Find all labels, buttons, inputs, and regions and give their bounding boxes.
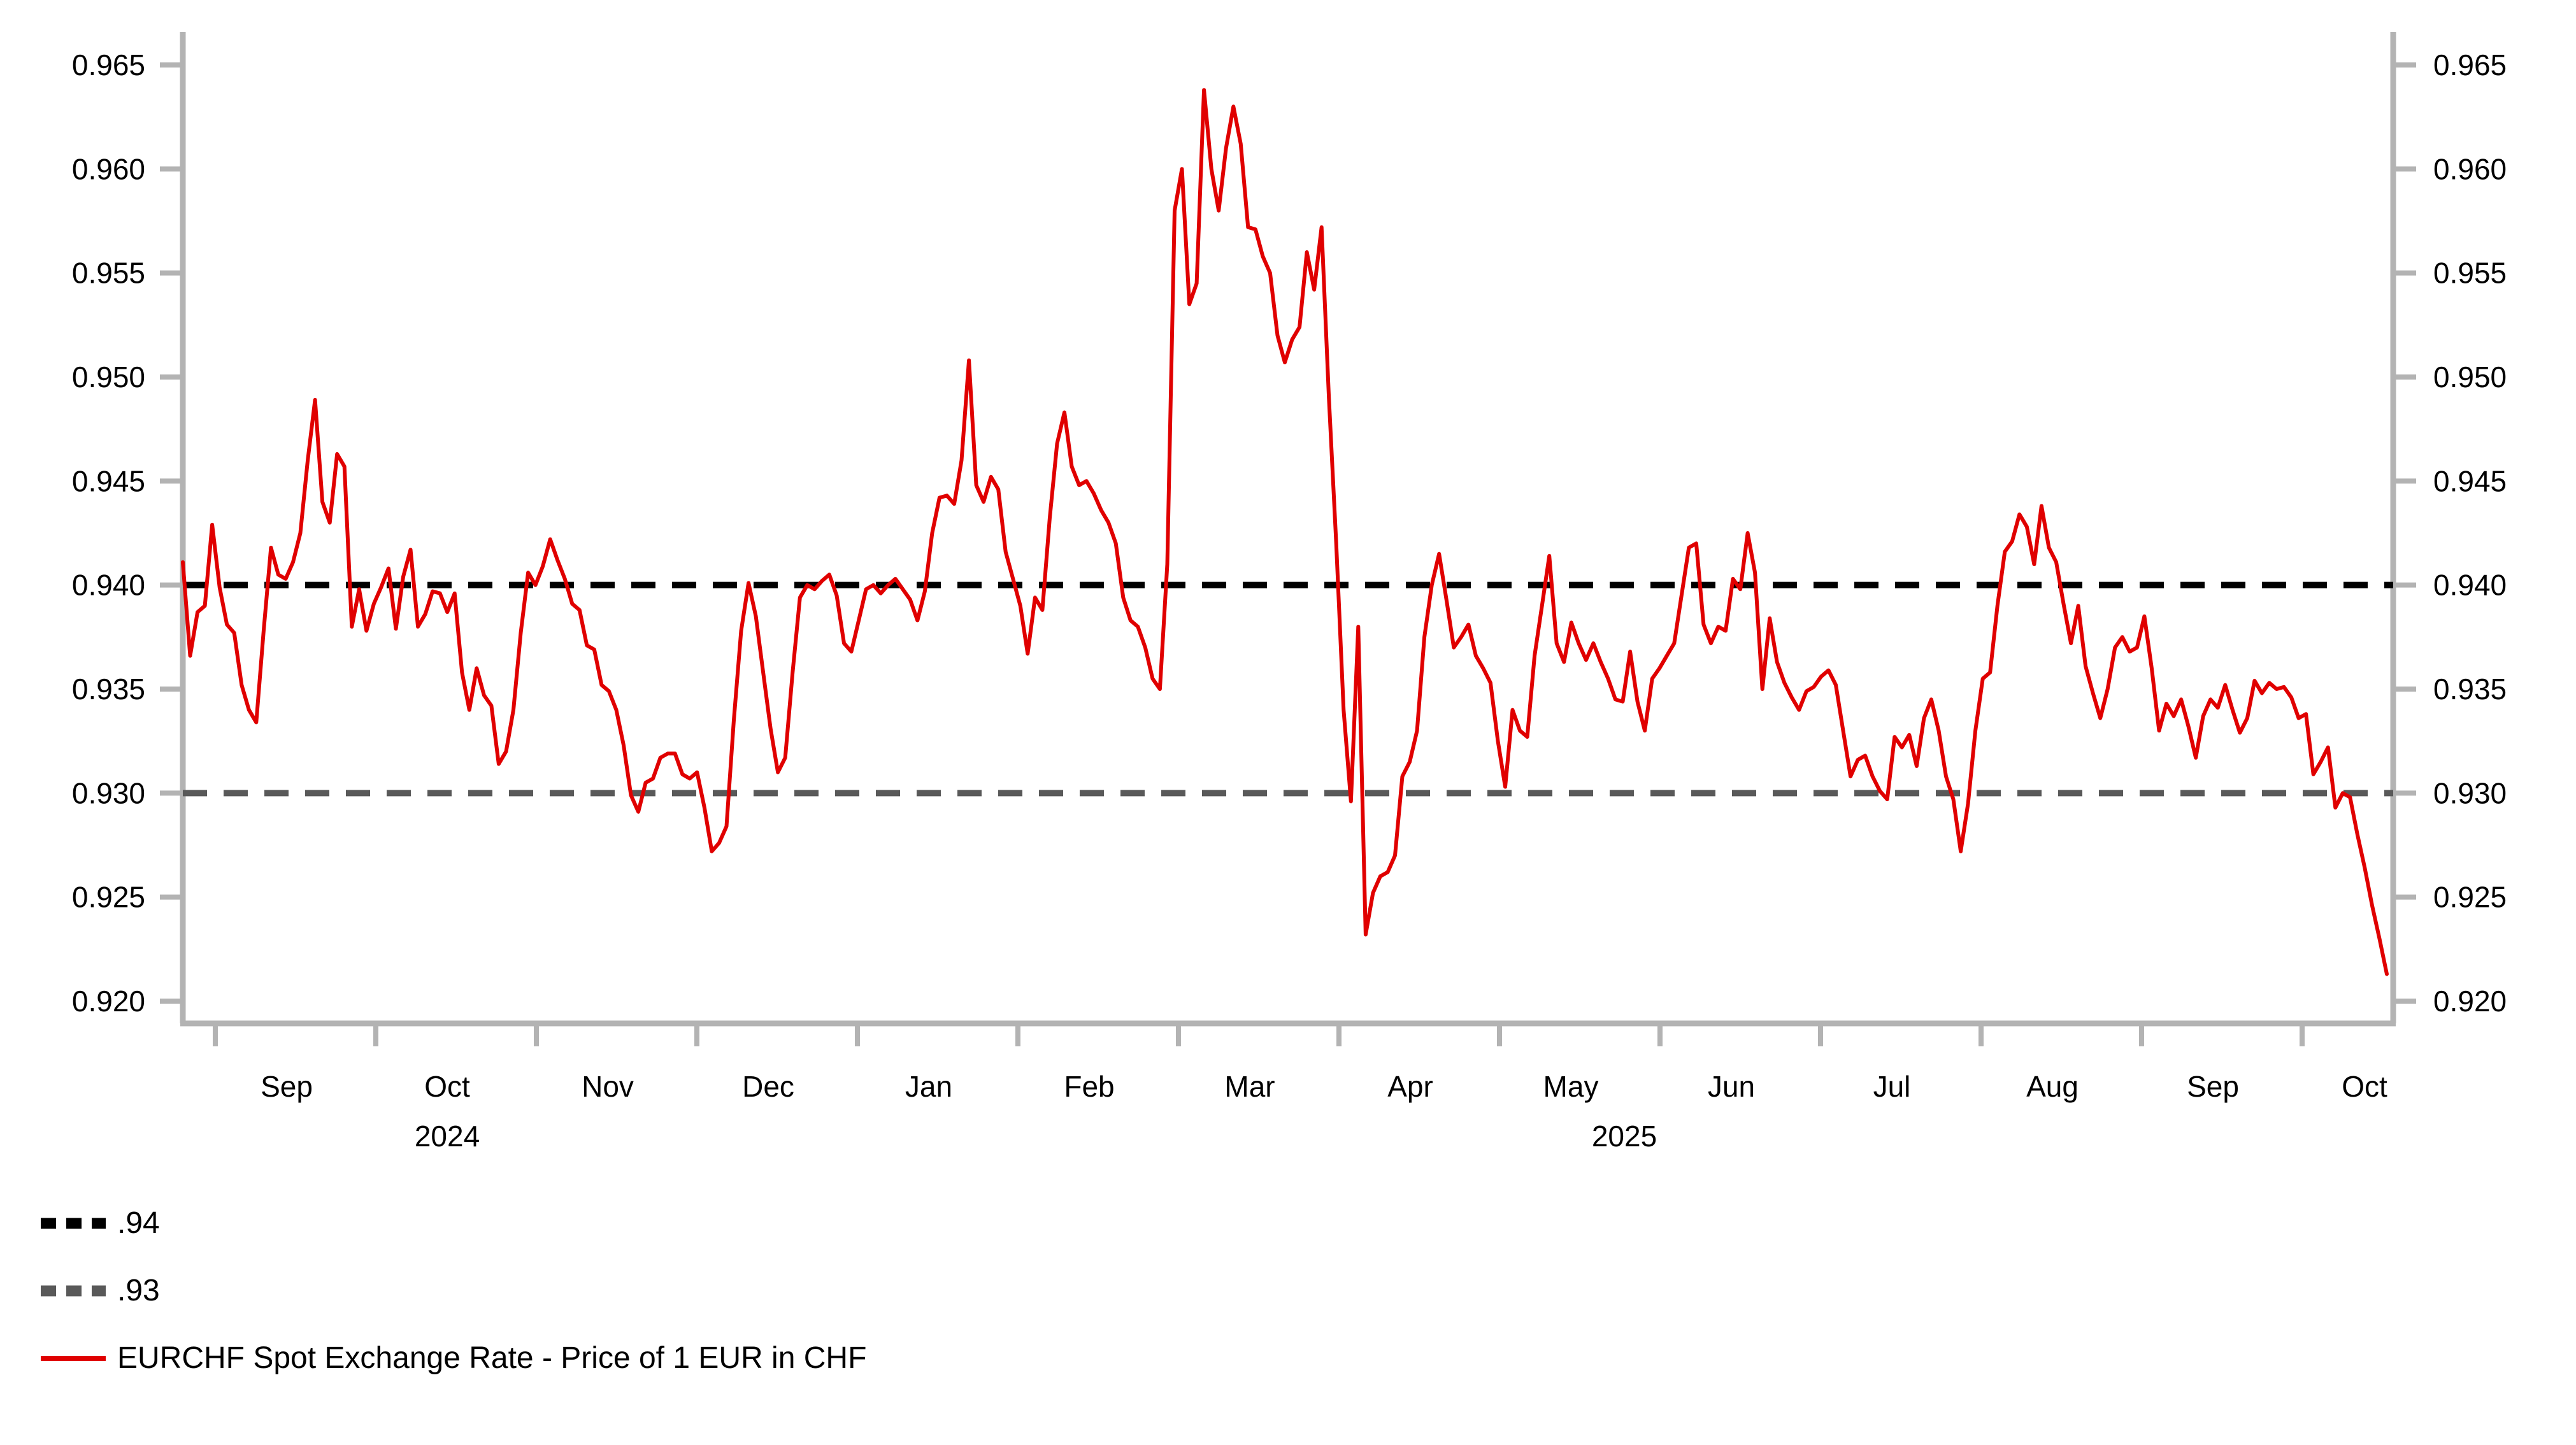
y-tick-label-right: 0.965 (2433, 48, 2507, 82)
y-tick-label-right: 0.930 (2433, 776, 2507, 809)
x-tick-label-month: May (1543, 1070, 1599, 1103)
y-tick-label-right: 0.950 (2433, 360, 2507, 394)
y-tick-label-right: 0.940 (2433, 569, 2507, 602)
x-year-label-2025: 2025 (1592, 1120, 1657, 1153)
legend-label-eurchf: EURCHF Spot Exchange Rate - Price of 1 E… (117, 1341, 867, 1375)
y-tick-label-left: 0.965 (72, 48, 145, 82)
x-tick-label-month: Aug (2026, 1070, 2079, 1103)
y-tick-label-left: 0.925 (72, 881, 145, 914)
x-tick-label-month: Nov (582, 1070, 634, 1103)
x-tick-label-month: Oct (424, 1070, 470, 1103)
y-tick-label-left: 0.940 (72, 569, 145, 602)
x-tick-label-month: Sep (261, 1070, 313, 1103)
x-tick-label-month: Dec (742, 1070, 794, 1103)
y-tick-label-right: 0.945 (2433, 464, 2507, 497)
legend-item-eurchf-series: EURCHF Spot Exchange Rate - Price of 1 E… (39, 1336, 866, 1381)
legend-label-93: .93 (117, 1274, 160, 1307)
chart-legend: .94 .93 EURCHF Spot Exchange Rate - Pric… (39, 1201, 866, 1381)
y-tick-label-right: 0.960 (2433, 152, 2507, 185)
x-tick-label-month: Feb (1064, 1070, 1114, 1103)
x-tick-label-month: Mar (1224, 1070, 1275, 1103)
x-tick-label-month: Apr (1387, 1070, 1433, 1103)
y-tick-label-right: 0.920 (2433, 985, 2507, 1018)
legend-label-94: .94 (117, 1206, 160, 1240)
x-tick-label-month: Jun (1708, 1070, 1755, 1103)
x-tick-label-month: Sep (2187, 1070, 2239, 1103)
legend-item-93-line: .93 (39, 1269, 866, 1313)
red-line-swatch (41, 1356, 106, 1361)
y-tick-label-left: 0.960 (72, 152, 145, 185)
dashed-black-line-swatch (41, 1218, 106, 1229)
x-tick-label-month: Jan (905, 1070, 952, 1103)
y-tick-label-left: 0.935 (72, 673, 145, 706)
y-tick-label-left: 0.950 (72, 360, 145, 394)
y-tick-label-left: 0.955 (72, 257, 145, 290)
y-tick-label-right: 0.935 (2433, 673, 2507, 706)
x-tick-label-month: Jul (1873, 1070, 1911, 1103)
y-tick-label-left: 0.945 (72, 464, 145, 497)
dashed-gray-line-swatch (41, 1285, 106, 1297)
eurchf-series-line (181, 88, 2389, 976)
legend-item-94-line: .94 (39, 1201, 866, 1246)
y-tick-label-right: 0.955 (2433, 257, 2507, 290)
x-tick-label-month: Oct (2342, 1070, 2387, 1103)
y-tick-label-left: 0.930 (72, 776, 145, 809)
y-tick-label-right: 0.925 (2433, 881, 2507, 914)
y-tick-label-left: 0.920 (72, 985, 145, 1018)
x-year-label-2024: 2024 (415, 1120, 480, 1153)
